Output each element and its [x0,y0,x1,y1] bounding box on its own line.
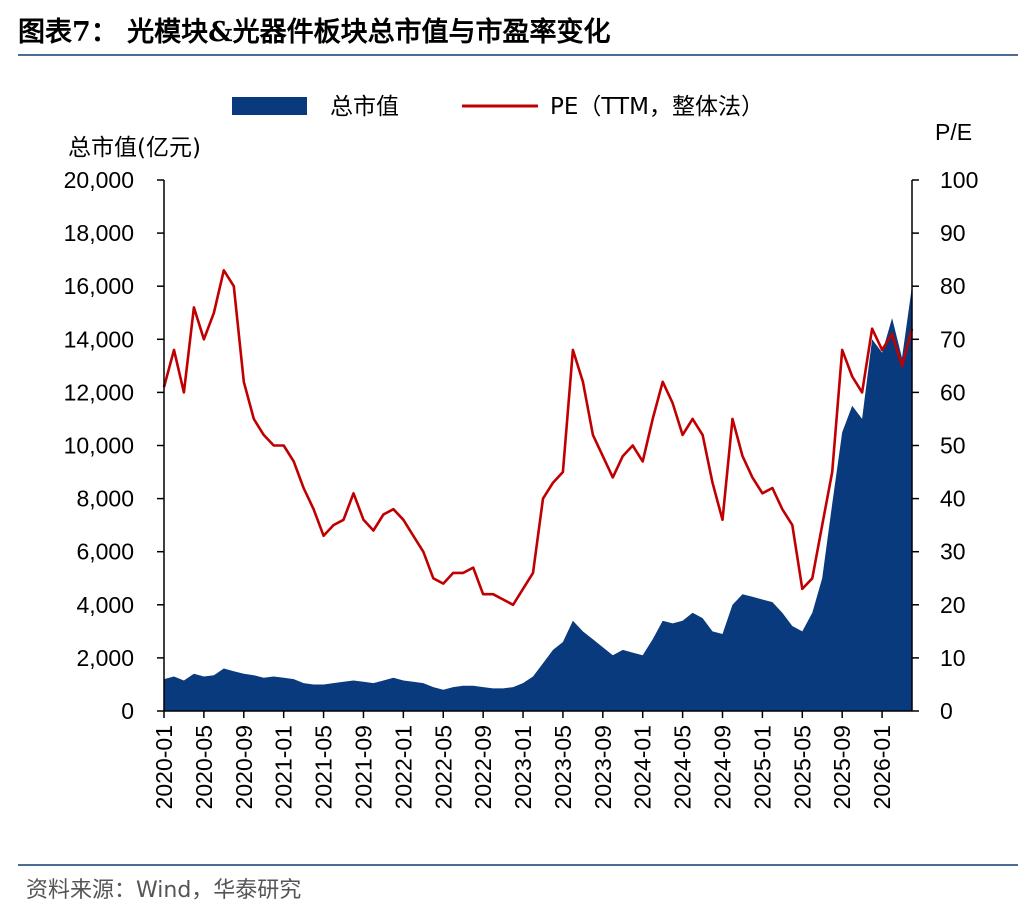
x-tick-label: 2026-01 [869,725,895,809]
right-tick-label: 50 [940,433,966,459]
legend-label-pe: PE（TTM，整体法） [550,94,764,120]
x-tick-label: 2023-09 [590,725,616,809]
x-tick-label: 2020-05 [191,725,217,809]
x-tick-label: 2023-05 [550,725,576,809]
x-tick-label: 2022-01 [390,725,416,809]
x-tick-label: 2022-05 [430,725,456,809]
left-tick-label: 8,000 [76,486,134,512]
right-tick-label: 40 [940,486,966,512]
x-tick-label: 2020-09 [231,725,257,809]
bottom-rule [18,864,1018,866]
left-axis-title: 总市值(亿元) [68,135,201,161]
x-tick-label: 2025-01 [749,725,775,809]
right-tick-label: 0 [940,698,953,724]
right-tick-label: 70 [940,326,966,352]
top-rule [18,54,1018,56]
left-tick-label: 10,000 [64,433,134,459]
left-tick-label: 20,000 [64,167,134,193]
x-tick-label: 2024-09 [710,725,736,809]
left-tick-label: 14,000 [64,326,134,352]
right-tick-label: 60 [940,379,966,405]
x-tick-label: 2025-05 [789,725,815,809]
legend-swatch-market-cap [232,97,307,115]
right-tick-label: 80 [940,273,966,299]
x-tick-label: 2022-09 [470,725,496,809]
legend-label-market-cap: 总市值 [330,94,399,120]
right-tick-label: 100 [940,167,978,193]
market-cap-area [164,286,912,711]
x-tick-label: 2025-09 [829,725,855,809]
chart-title: 图表7： 光模块&光器件板块总市值与市盈率变化 [18,17,611,48]
left-tick-label: 12,000 [64,379,134,405]
right-tick-label: 90 [940,220,966,246]
source-note: 资料来源：Wind，华泰研究 [26,878,302,903]
x-tick-label: 2021-01 [271,725,297,809]
pe-line [162,268,914,607]
right-tick-label: 20 [940,592,966,618]
left-tick-label: 18,000 [64,220,134,246]
left-tick-label: 6,000 [76,539,134,565]
x-tick-label: 2024-05 [670,725,696,809]
x-tick-label: 2024-01 [630,725,656,809]
x-tick-label: 2023-01 [510,725,536,809]
left-tick-label: 0 [121,698,134,724]
left-tick-label: 2,000 [76,645,134,671]
x-tick-label: 2021-09 [350,725,376,809]
right-axis-title: P/E [935,119,972,145]
left-tick-label: 16,000 [64,273,134,299]
right-tick-label: 10 [940,645,966,671]
right-tick-label: 30 [940,539,966,565]
x-tick-label: 2020-01 [151,725,177,809]
x-tick-label: 2021-05 [311,725,337,809]
left-tick-label: 4,000 [76,592,134,618]
